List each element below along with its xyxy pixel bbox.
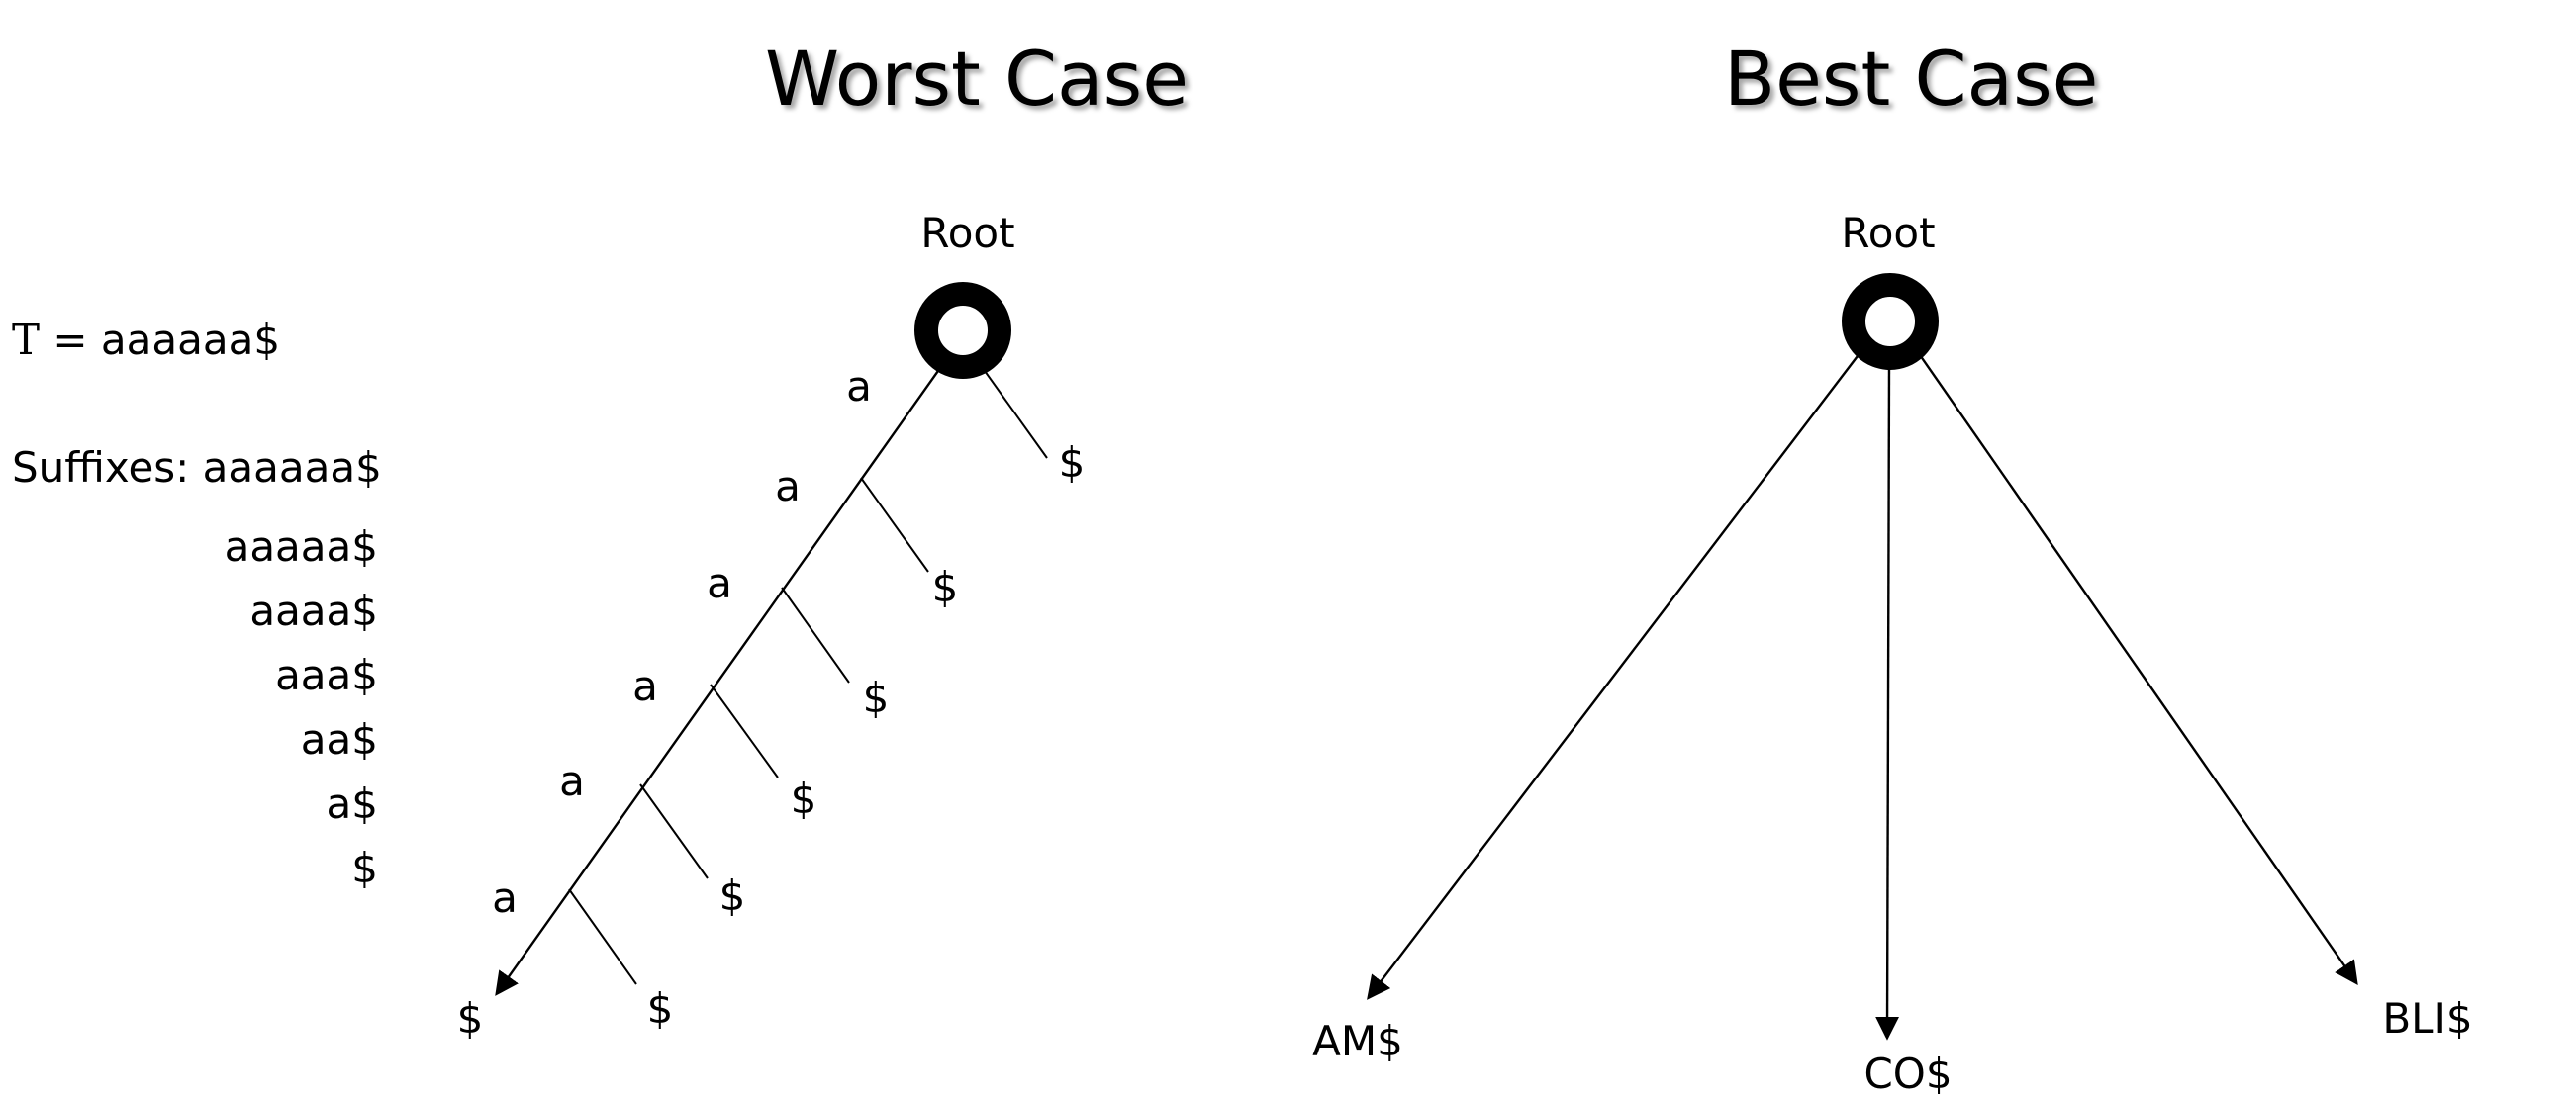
worst-case-tree [495,282,1048,996]
suffix-item: aaa$ [275,651,378,699]
leaf-label-dollar: $ [931,563,959,611]
leaf-label-co: CO$ [1863,1050,1953,1098]
edge-label-a: a [559,757,585,805]
best-edge-am [1367,351,1861,1000]
leaf-label-dollar: $ [646,984,674,1033]
worst-root-label: Root [920,209,1015,257]
worst-branch-edge [639,783,709,879]
suffix-item: a$ [326,779,378,828]
leaf-label-dollar: $ [718,871,746,920]
edge-label-a: a [632,662,658,710]
suffix-item: aaaaa$ [224,522,378,571]
edge-label-a: a [846,362,872,411]
edge-label-a: a [492,873,518,922]
best-root-node [1842,273,1939,370]
suffix-item: aa$ [300,715,378,764]
text-variable: T [12,316,41,364]
leaf-label-bli: BLI$ [2382,994,2473,1043]
best-root-label: Root [1841,209,1936,257]
worst-case-title: Worst Case [765,35,1189,123]
worst-spine-edge [495,360,946,996]
text-string-definition: T = aaaaaa$ [12,320,280,361]
leaf-label-dollar: $ [862,674,890,722]
suffixes-heading: Suffixes: aaaaaa$ [12,443,382,492]
worst-branch-edge [568,888,637,985]
text-value: = aaaaaa$ [52,316,281,364]
leaf-label-dollar: $ [456,994,484,1043]
best-case-title: Best Case [1724,35,2099,123]
suffix-item: aaaa$ [249,587,378,635]
leaf-label-dollar: $ [1058,438,1086,487]
leaf-label-am: AM$ [1312,1017,1403,1065]
leaf-label-dollar: $ [790,775,817,823]
edge-label-a: a [707,559,732,607]
edge-label-a: a [775,462,801,510]
worst-branch-edge [710,684,779,778]
worst-root-dollar-edge [979,363,1048,459]
worst-branch-edge [781,587,850,684]
worst-root-node [914,282,1011,379]
best-case-tree [1367,273,2358,1041]
best-edge-bli [1917,351,2358,985]
worst-branch-edge [860,477,929,573]
suffix-item: $ [351,844,378,892]
best-edge-co [1875,365,1900,1041]
